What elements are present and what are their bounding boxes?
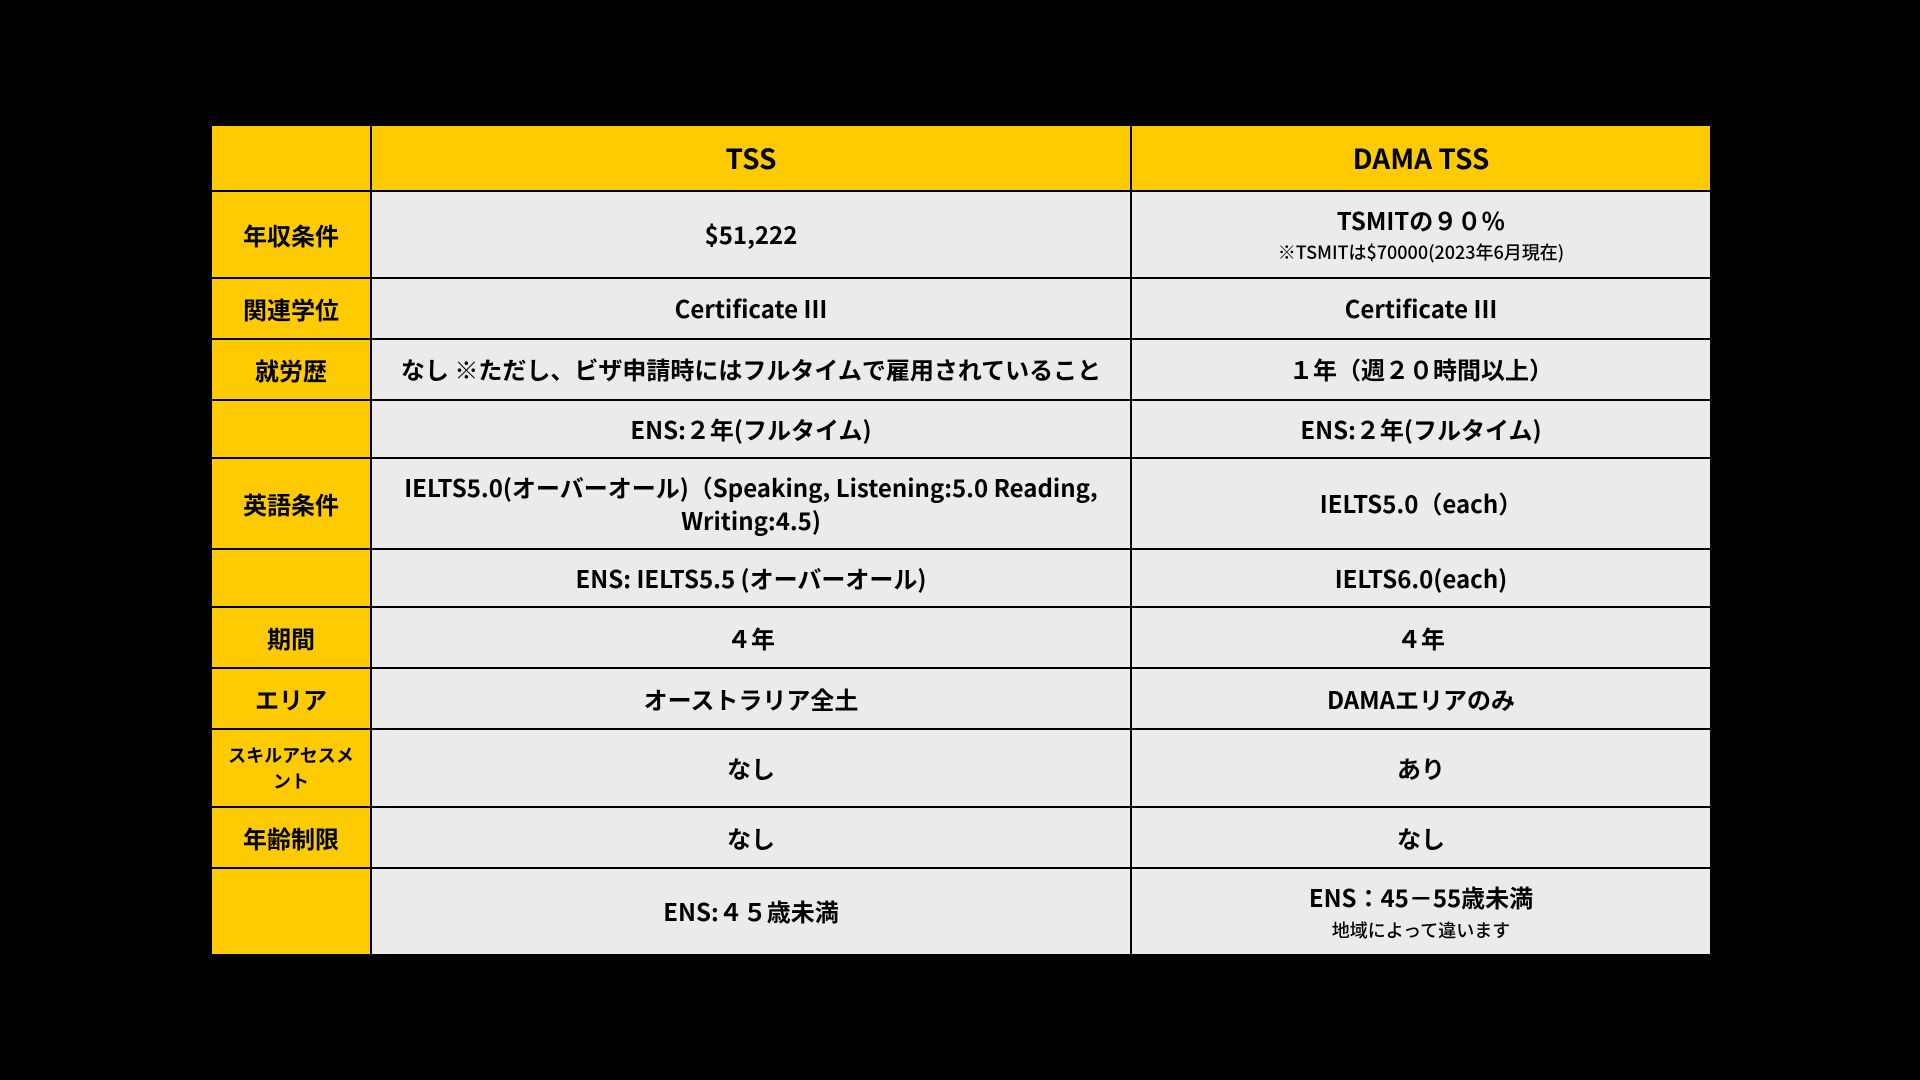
label-age-ens	[211, 868, 371, 955]
cell-area-dama: DAMAエリアのみ	[1131, 668, 1711, 729]
cell-english-ens-dama: IELTS6.0(each)	[1131, 549, 1711, 607]
cell-english-dama: IELTS5.0（each）	[1131, 458, 1711, 549]
row-english-ens: ENS: IELTS5.5 (オーバーオール) IELTS6.0(each)	[211, 549, 1711, 607]
income-dama-sub: ※TSMITは$70000(2023年6月現在)	[1142, 240, 1700, 264]
cell-age-ens-tss: ENS:４５歳未満	[371, 868, 1131, 955]
cell-age-dama: なし	[1131, 807, 1711, 868]
cell-work-dama: １年（週２０時間以上）	[1131, 339, 1711, 400]
label-period: 期間	[211, 607, 371, 668]
table: TSS DAMA TSS 年収条件 $51,222 TSMITの９０％ ※TSM…	[210, 124, 1712, 956]
income-dama-main: TSMITの９０％	[1337, 202, 1506, 237]
label-english-ens	[211, 549, 371, 607]
row-area: エリア オーストラリア全土 DAMAエリアのみ	[211, 668, 1711, 729]
cell-skill-dama: あり	[1131, 729, 1711, 807]
cell-degree-dama: Certificate III	[1131, 278, 1711, 339]
cell-period-tss: ４年	[371, 607, 1131, 668]
cell-area-tss: オーストラリア全土	[371, 668, 1131, 729]
row-work-ens: ENS:２年(フルタイム) ENS:２年(フルタイム)	[211, 400, 1711, 458]
header-blank	[211, 125, 371, 191]
label-age: 年齢制限	[211, 807, 371, 868]
header-dama: DAMA TSS	[1131, 125, 1711, 191]
cell-degree-tss: Certificate III	[371, 278, 1131, 339]
cell-english-tss: IELTS5.0(オーバーオール)（Speaking, Listening:5.…	[371, 458, 1131, 549]
header-tss: TSS	[371, 125, 1131, 191]
row-english: 英語条件 IELTS5.0(オーバーオール)（Speaking, Listeni…	[211, 458, 1711, 549]
row-age-ens: ENS:４５歳未満 ENS：45－55歳未満 地域によって違います	[211, 868, 1711, 955]
cell-age-ens-dama: ENS：45－55歳未満 地域によって違います	[1131, 868, 1711, 955]
cell-income-dama: TSMITの９０％ ※TSMITは$70000(2023年6月現在)	[1131, 191, 1711, 278]
cell-skill-tss: なし	[371, 729, 1131, 807]
cell-period-dama: ４年	[1131, 607, 1711, 668]
label-degree: 関連学位	[211, 278, 371, 339]
label-work-ens	[211, 400, 371, 458]
label-area: エリア	[211, 668, 371, 729]
row-period: 期間 ４年 ４年	[211, 607, 1711, 668]
label-work: 就労歴	[211, 339, 371, 400]
cell-work-ens-tss: ENS:２年(フルタイム)	[371, 400, 1131, 458]
cell-english-ens-tss: ENS: IELTS5.5 (オーバーオール)	[371, 549, 1131, 607]
row-degree: 関連学位 Certificate III Certificate III	[211, 278, 1711, 339]
row-income: 年収条件 $51,222 TSMITの９０％ ※TSMITは$70000(202…	[211, 191, 1711, 278]
cell-income-tss: $51,222	[371, 191, 1131, 278]
row-age: 年齢制限 なし なし	[211, 807, 1711, 868]
row-work: 就労歴 なし ※ただし、ビザ申請時にはフルタイムで雇用されていること １年（週２…	[211, 339, 1711, 400]
table-header-row: TSS DAMA TSS	[211, 125, 1711, 191]
label-skill: スキルアセスメント	[211, 729, 371, 807]
row-skill: スキルアセスメント なし あり	[211, 729, 1711, 807]
age-ens-dama-sub: 地域によって違います	[1142, 918, 1700, 942]
cell-work-tss: なし ※ただし、ビザ申請時にはフルタイムで雇用されていること	[371, 339, 1131, 400]
label-income: 年収条件	[211, 191, 371, 278]
visa-comparison-table: TSS DAMA TSS 年収条件 $51,222 TSMITの９０％ ※TSM…	[210, 124, 1710, 956]
cell-age-tss: なし	[371, 807, 1131, 868]
cell-work-ens-dama: ENS:２年(フルタイム)	[1131, 400, 1711, 458]
age-ens-dama-main: ENS：45－55歳未満	[1309, 879, 1533, 914]
label-english: 英語条件	[211, 458, 371, 549]
